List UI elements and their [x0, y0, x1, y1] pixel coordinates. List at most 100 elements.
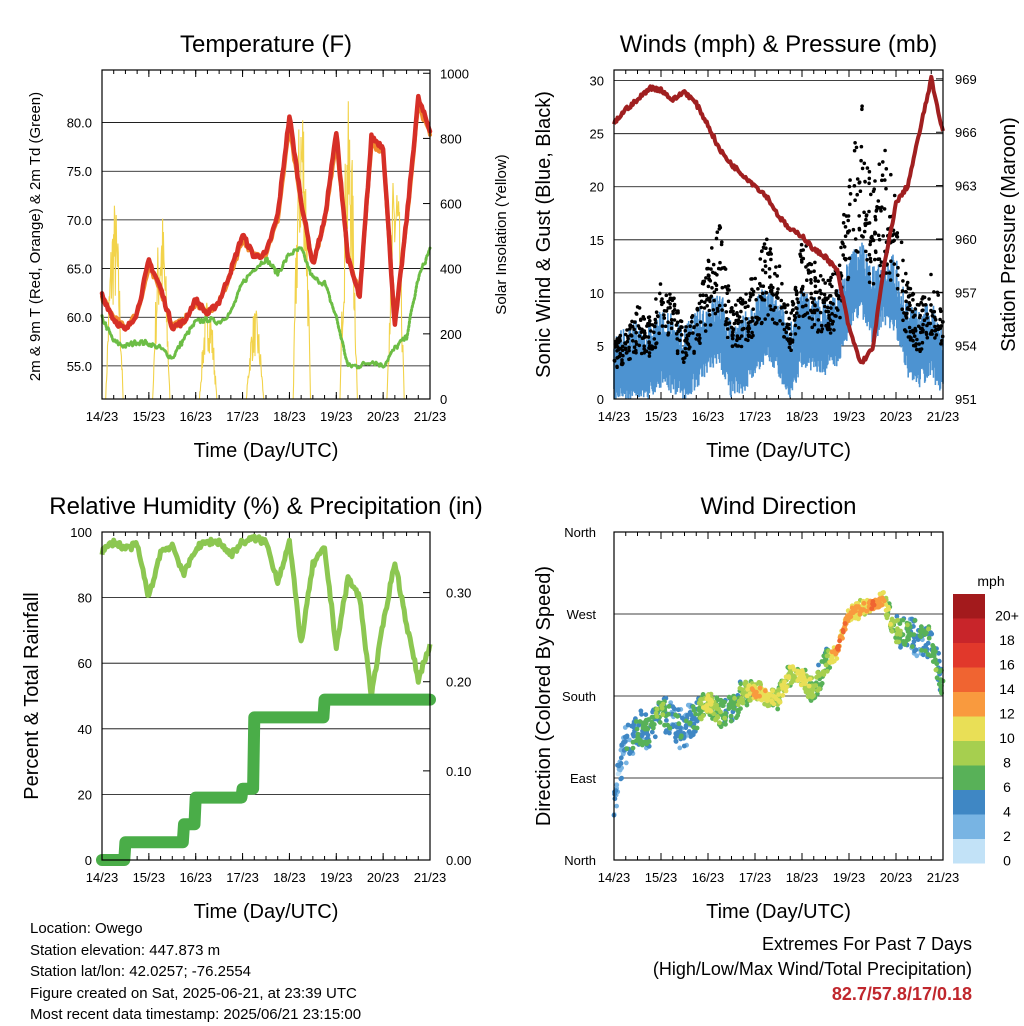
y-tick-label: 60.0 — [67, 310, 92, 325]
y2-tick-label: 951 — [955, 392, 977, 407]
x-axis-label: Time (Day/UTC) — [706, 440, 851, 462]
colorbar-tick: 12 — [999, 705, 1015, 721]
panel-title: Temperature (F) — [180, 31, 352, 58]
solar-line — [198, 302, 218, 400]
y-axis-label: Percent & Total Rainfall — [21, 592, 43, 800]
y-tick-label: North — [564, 853, 596, 868]
colorbar-swatch — [953, 741, 985, 766]
y-tick-label: 15 — [590, 233, 604, 248]
y2-tick-label: 963 — [955, 179, 977, 194]
y-tick-label: 100 — [70, 525, 92, 540]
x-tick-label: 15/23 — [133, 409, 166, 424]
x-tick-label: 16/23 — [179, 870, 212, 885]
colorbar-swatch — [953, 667, 985, 692]
y2-tick-label: 957 — [955, 285, 977, 300]
y2-tick-label: 966 — [955, 125, 977, 140]
colorbar-tick: 10 — [999, 730, 1015, 746]
solar-line — [152, 218, 171, 400]
x-tick-label: 18/23 — [786, 409, 819, 424]
y-tick-label: 20 — [590, 180, 604, 195]
panel-title: Wind Direction — [700, 493, 856, 520]
y2-tick-label: 800 — [440, 131, 462, 146]
colorbar-tick: 6 — [1003, 779, 1011, 795]
x-tick-label: 18/23 — [273, 409, 306, 424]
y-axis-label: Direction (Colored By Speed) — [533, 566, 555, 826]
plot-frame — [101, 531, 431, 861]
colorbar-swatch — [953, 765, 985, 790]
x-tick-label: 19/23 — [320, 870, 353, 885]
direction-points — [624, 601, 946, 752]
y-tick-label: 80.0 — [67, 116, 92, 131]
panel-title: Relative Humidity (%) & Precipitation (i… — [49, 493, 482, 520]
x-axis-label: Time (Day/UTC) — [706, 901, 851, 923]
x-tick-label: 20/23 — [367, 870, 400, 885]
y2-axis-label: Solar Insolation (Yellow) — [493, 154, 510, 314]
x-tick-label: 17/23 — [226, 409, 259, 424]
y2-tick-label: 0.00 — [446, 853, 471, 868]
colorbar-tick: 8 — [1003, 754, 1011, 770]
x-axis-label: Time (Day/UTC) — [194, 440, 339, 462]
panel-1: Winds (mph) & Pressure (mb) Time (Day/UTC… — [533, 31, 1020, 462]
elevation-text: Station elevation: 447.873 m — [30, 941, 221, 959]
x-tick-label: 21/23 — [927, 409, 960, 424]
x-tick-label: 14/23 — [86, 870, 119, 885]
y-tick-label: North — [564, 525, 596, 540]
x-tick-label: 16/23 — [179, 409, 212, 424]
colorbar-tick: 0 — [1003, 852, 1011, 868]
x-tick-label: 21/23 — [927, 870, 960, 885]
y2-tick-label: 1000 — [440, 66, 469, 81]
x-tick-label: 15/23 — [645, 409, 678, 424]
recent-text: Most recent data timestamp: 2025/06/21 2… — [30, 1006, 362, 1023]
y-tick-label: 60 — [78, 656, 92, 671]
extremes-title: Extremes For Past 7 Days — [761, 934, 972, 954]
y2-tick-label: 960 — [955, 232, 977, 247]
colorbar-tick: 20+ — [995, 607, 1019, 623]
x-tick-label: 14/23 — [86, 409, 119, 424]
y2-tick-label: 0.20 — [446, 675, 471, 690]
x-tick-label: 14/23 — [598, 409, 631, 424]
colorbar-swatch — [953, 643, 985, 668]
precip-line — [96, 693, 436, 866]
extremes-box: Extremes For Past 7 Days (High/Low/Max W… — [653, 932, 972, 1007]
colorbar-tick: 4 — [1003, 803, 1011, 819]
colorbar-swatch — [953, 839, 985, 864]
x-tick-label: 20/23 — [880, 409, 913, 424]
temp-9m-line — [100, 102, 432, 332]
y-tick-label: 70.0 — [67, 213, 92, 228]
x-tick-label: 17/23 — [739, 409, 772, 424]
x-tick-label: 17/23 — [739, 870, 772, 885]
location-text: Location: Owego — [30, 920, 143, 937]
y-tick-label: 0 — [597, 392, 604, 407]
y2-tick-label: 600 — [440, 197, 462, 212]
x-tick-label: 19/23 — [320, 409, 353, 424]
y-tick-label: East — [570, 771, 596, 786]
y-tick-label: 80 — [78, 591, 92, 606]
colorbar-swatch — [953, 618, 985, 643]
solar-line — [105, 205, 124, 400]
colorbar-tick: 16 — [999, 656, 1015, 672]
y2-tick-label: 200 — [440, 327, 462, 342]
colorbar-tick: 2 — [1003, 828, 1011, 844]
x-tick-label: 17/23 — [226, 870, 259, 885]
y2-tick-label: 0.30 — [446, 586, 471, 601]
y2-tick-label: 954 — [955, 339, 977, 354]
x-tick-label: 15/23 — [133, 870, 166, 885]
colorbar-swatch — [953, 716, 985, 741]
colorbar-swatch — [953, 594, 985, 619]
y-tick-label: 75.0 — [67, 164, 92, 179]
y-tick-label: 25 — [590, 127, 604, 142]
x-tick-label: 15/23 — [645, 870, 678, 885]
x-tick-label: 19/23 — [833, 409, 866, 424]
y-tick-label: 65.0 — [67, 262, 92, 277]
created-text: Figure created on Sat, 2025-06-21, at 23… — [30, 984, 357, 1002]
pressure-line — [612, 74, 945, 365]
x-tick-label: 16/23 — [692, 870, 725, 885]
y-tick-label: 5 — [597, 339, 604, 354]
direction-points — [834, 599, 877, 652]
station-info: Location: Owego Station elevation: 447.8… — [30, 918, 361, 1026]
x-tick-label: 19/23 — [833, 870, 866, 885]
x-tick-label: 21/23 — [414, 409, 447, 424]
x-tick-label: 14/23 — [598, 870, 631, 885]
panel-2: Relative Humidity (%) & Precipitation (i… — [21, 493, 483, 923]
